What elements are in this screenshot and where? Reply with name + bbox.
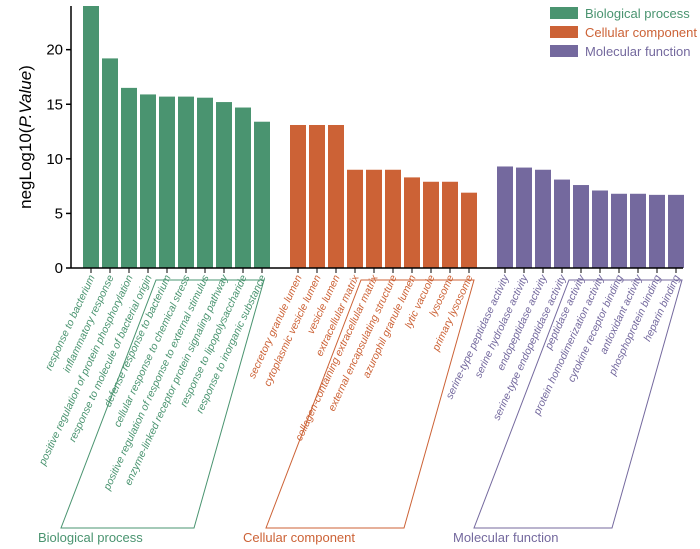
- bar-phosphoprotein-binding: [649, 194, 665, 268]
- bar-external-encapsulating-structure: [385, 169, 401, 268]
- legend-label-biological-process: Biological process: [585, 6, 690, 21]
- bar-response-to-lipopolysaccharide: [235, 107, 251, 269]
- bar-protein-homodimerization-activity: [592, 190, 608, 268]
- bar-serine-type-endopeptidase-activity: [554, 179, 570, 268]
- bar-antioxidant-activity: [630, 193, 646, 268]
- group-brackets-layer: Biological process Cellular component Mole…: [38, 279, 683, 545]
- bar-vesicle-lumen: [328, 124, 344, 268]
- axes-layer: 0 5 10 15 20 negLog10(P.Value): [16, 6, 683, 277]
- bar-cellular-response-to-chemical-stress: [178, 96, 194, 268]
- bar-cytokine-receptor-binding: [611, 193, 627, 268]
- legend-swatch-biological-process: [550, 7, 578, 19]
- bar-serine-type-peptidase-activity: [497, 166, 513, 268]
- bar-lytic-vacuole: [423, 181, 439, 268]
- bar-extracellular-matrix: [347, 169, 363, 268]
- bar-response-to-molecule-of-bacterial-origin: [140, 94, 156, 268]
- legend-swatch-cellular-component: [550, 26, 578, 38]
- legend-swatch-molecular-function: [550, 45, 578, 57]
- bars-layer: [83, 6, 684, 269]
- bar-enzyme-linked-receptor-protein-signaling-pathway: [216, 102, 232, 268]
- group-bracket-cellular-component: [265, 279, 475, 529]
- bar-serine-hydrolase-activity: [516, 167, 532, 268]
- y-axis-title: negLog10(P.Value): [16, 65, 35, 209]
- bar-defense-response-to-bacterium: [159, 96, 175, 268]
- bar-positive-regulation-of-response-to-external-stimulus: [197, 97, 213, 268]
- legend: Biological process Cellular component Mole…: [550, 6, 697, 59]
- bar-positive-regulation-of-protein-phosphorylation: [121, 87, 137, 268]
- bar-endopeptidase-activity: [535, 169, 551, 268]
- y-tick-label: 20: [46, 42, 63, 59]
- bar-response-to-bacterium: [83, 6, 99, 268]
- y-tick-label: 0: [55, 260, 63, 277]
- group-label-biological-process: Biological process: [38, 530, 143, 545]
- bar-peptidase-activity: [573, 185, 589, 268]
- bar-heparin-binding: [668, 194, 684, 268]
- legend-label-molecular-function: Molecular function: [585, 44, 691, 59]
- y-tick-label: 10: [46, 151, 63, 168]
- group-bracket-biological-process: [60, 279, 265, 529]
- bar-cytoplasmic-vesicle-lumen: [309, 124, 325, 268]
- legend-label-cellular-component: Cellular component: [585, 25, 697, 40]
- bar-response-to-inorganic-substance: [254, 121, 270, 268]
- bar-primary-lysosome: [461, 192, 477, 268]
- bar-azurophil-granule-lumen: [404, 177, 420, 268]
- y-tick-label: 15: [46, 96, 63, 113]
- bar-inflammatory-response: [102, 58, 118, 269]
- y-tick-label: 5: [55, 205, 63, 222]
- group-bracket-molecular-function: [473, 279, 683, 529]
- bar-lysosome: [442, 181, 458, 268]
- group-label-cellular-component: Cellular component: [243, 530, 355, 545]
- group-label-molecular-function: Molecular function: [453, 530, 559, 545]
- bar-secretory-granule-lumen: [290, 124, 306, 268]
- bar-collagen-containing-extracellular-matrix: [366, 169, 382, 268]
